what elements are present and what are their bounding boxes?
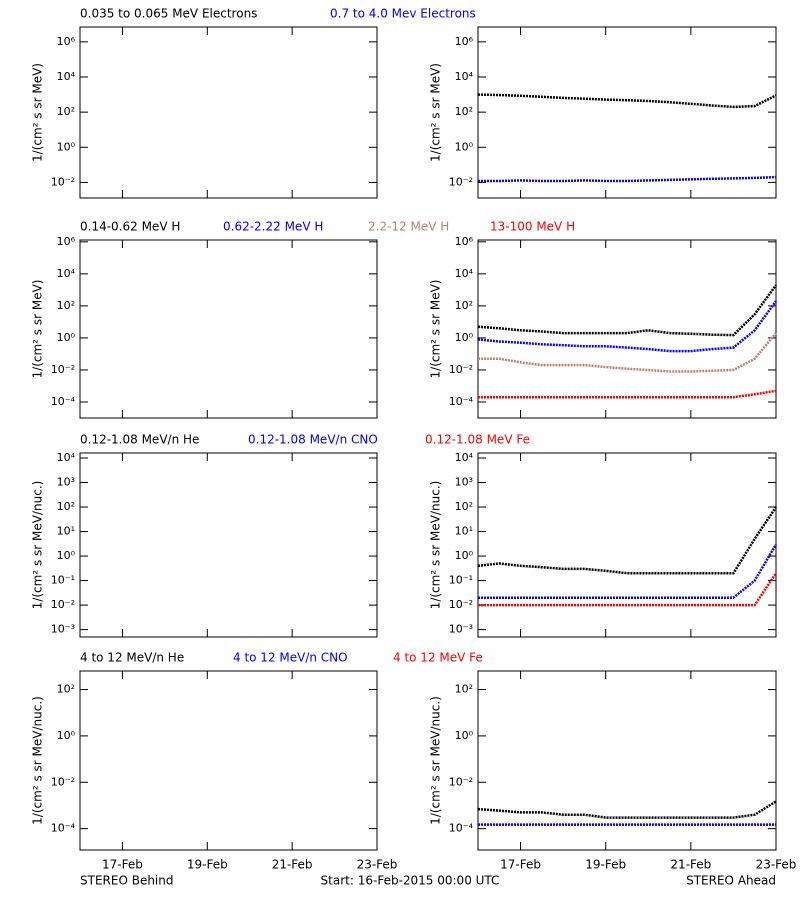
y-tick-label: 10⁻² (51, 363, 75, 376)
y-tick-label: 10⁻² (51, 775, 75, 788)
plot-frame (79, 670, 378, 851)
y-tick-label: 10⁴ (57, 70, 76, 83)
y-tick-label: 10⁶ (455, 35, 474, 48)
y-tick-label: 10² (57, 500, 75, 513)
x-tick-label: 23-Feb (756, 858, 797, 872)
y-tick-label: 10⁶ (57, 235, 76, 248)
plot-frame (477, 26, 777, 199)
legend-entry: 0.035 to 0.065 MeV Electrons (80, 7, 257, 21)
y-tick-label: 10¹ (455, 525, 473, 538)
data-line (477, 300, 778, 353)
legend-entry: 4 to 12 MeV/n He (80, 651, 184, 665)
y-tick-label: 10⁰ (57, 729, 76, 742)
y-tick-label: 10⁶ (57, 35, 76, 48)
y-axis-label: 1/(cm² s sr MeV/nuc.) (31, 696, 45, 825)
x-tick-label: 19-Feb (187, 858, 228, 872)
y-tick-label: 10² (455, 105, 473, 118)
legend-entry: 13-100 MeV H (490, 220, 575, 234)
y-tick-label: 10⁻² (51, 598, 75, 611)
y-tick-label: 10⁻³ (449, 623, 473, 636)
y-axis-label: 1/(cm² s sr MeV/nuc.) (31, 481, 45, 610)
y-tick-label: 10⁰ (57, 549, 76, 562)
y-tick-label: 10³ (57, 476, 75, 489)
plot-frame (79, 452, 378, 638)
legend-entry: 0.12-1.08 MeV/n CNO (248, 433, 378, 447)
y-tick-label: 10⁰ (455, 729, 474, 742)
y-tick-label: 10⁰ (57, 331, 76, 344)
footer-right: STEREO Ahead (686, 874, 776, 888)
y-tick-label: 10¹ (57, 525, 75, 538)
y-tick-label: 10² (57, 683, 75, 696)
y-tick-label: 10⁻² (449, 363, 473, 376)
y-tick-label: 10⁰ (455, 331, 474, 344)
y-axis-label: 1/(cm² s sr MeV) (429, 280, 443, 379)
y-tick-label: 10⁰ (57, 140, 76, 153)
y-tick-label: 10⁻² (449, 175, 473, 188)
y-tick-label: 10⁻⁴ (449, 395, 474, 408)
y-tick-label: 10⁶ (455, 235, 474, 248)
legend-entry: 2.2-12 MeV H (368, 220, 449, 234)
x-tick-label: 17-Feb (102, 858, 143, 872)
data-line (478, 332, 777, 373)
x-tick-label: 23-Feb (357, 858, 398, 872)
legend-entry: 0.62-2.22 MeV H (223, 220, 323, 234)
y-tick-label: 10⁴ (455, 451, 474, 464)
y-axis-label: 1/(cm² s sr MeV) (31, 280, 45, 379)
y-tick-label: 10⁰ (455, 140, 474, 153)
y-tick-label: 10⁻¹ (51, 574, 75, 587)
data-line (478, 389, 777, 399)
legend-entry: 0.14-0.62 MeV H (80, 220, 180, 234)
y-tick-label: 10⁻² (449, 598, 473, 611)
y-tick-label: 10² (57, 299, 75, 312)
y-tick-label: 10⁻² (449, 775, 473, 788)
data-line (477, 93, 777, 109)
y-tick-label: 10⁴ (57, 267, 76, 280)
footer-left: STEREO Behind (80, 874, 174, 888)
y-tick-label: 10² (455, 299, 473, 312)
y-tick-label: 10⁻⁴ (449, 822, 474, 835)
legend-entry: 4 to 12 MeV Fe (393, 651, 483, 665)
plot-frame (79, 26, 378, 199)
plot-frame (477, 239, 777, 419)
y-tick-label: 10⁻² (51, 175, 75, 188)
x-tick-label: 17-Feb (500, 858, 541, 872)
y-axis-label: 1/(cm² s sr MeV) (31, 63, 45, 162)
y-axis-label: 1/(cm² s sr MeV/nuc.) (429, 481, 443, 610)
data-line (478, 572, 778, 607)
y-tick-label: 10⁻¹ (449, 574, 473, 587)
y-tick-label: 10⁻³ (51, 623, 75, 636)
y-tick-label: 10⁴ (455, 267, 474, 280)
x-tick-label: 21-Feb (670, 858, 711, 872)
y-axis-label: 1/(cm² s sr MeV/nuc.) (429, 696, 443, 825)
y-tick-label: 10⁴ (57, 451, 76, 464)
data-line (477, 800, 777, 819)
plot-frame (79, 239, 378, 419)
footer-center: Start: 16-Feb-2015 00:00 UTC (321, 874, 500, 888)
y-tick-label: 10⁴ (455, 70, 474, 83)
data-line (478, 175, 777, 183)
y-tick-label: 10⁰ (455, 549, 474, 562)
legend-entry: 0.12-1.08 MeV/n He (80, 433, 199, 447)
legend-entry: 4 to 12 MeV/n CNO (233, 651, 348, 665)
y-tick-label: 10⁻⁴ (51, 395, 76, 408)
legend-entry: 0.12-1.08 MeV Fe (425, 433, 530, 447)
data-line (477, 284, 778, 337)
y-tick-label: 10³ (455, 476, 473, 489)
x-tick-label: 19-Feb (585, 858, 626, 872)
y-tick-label: 10² (57, 105, 75, 118)
plot-frame (477, 452, 777, 638)
y-axis-label: 1/(cm² s sr MeV) (429, 63, 443, 162)
y-tick-label: 10⁻⁴ (51, 822, 76, 835)
plot-frame (477, 670, 777, 851)
legend-entry: 0.7 to 4.0 Mev Electrons (330, 7, 476, 21)
data-line (478, 543, 778, 599)
y-tick-label: 10² (455, 683, 473, 696)
x-tick-label: 21-Feb (272, 858, 313, 872)
data-line (477, 506, 778, 575)
y-tick-label: 10² (455, 500, 473, 513)
